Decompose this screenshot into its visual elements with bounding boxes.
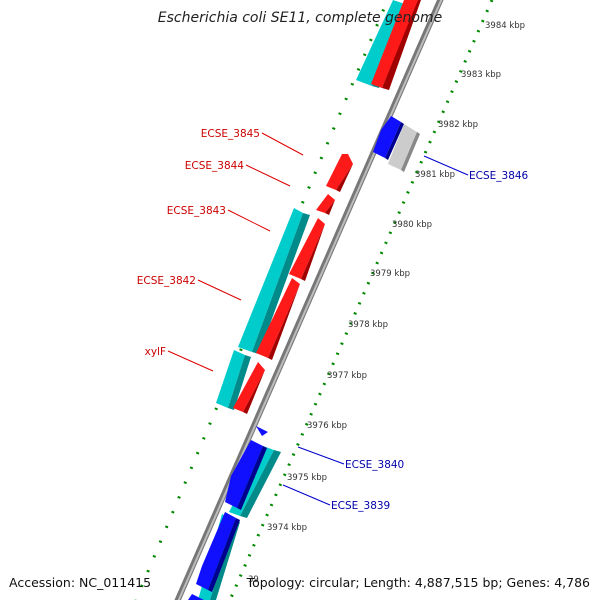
gene-label-ecse-3844: ECSE_3844 <box>185 160 245 172</box>
reverse-cds-edge <box>237 446 267 510</box>
reverse-cds-edge <box>208 518 240 592</box>
reverse-cds <box>225 440 263 508</box>
tick-label-3974: 3974 kbp <box>267 523 307 533</box>
map-title: Escherichia coli SE11, complete genome <box>157 10 443 26</box>
gene-label-ecse-3839: ECSE_3839 <box>331 500 390 512</box>
tick-label-3976: 3976 kbp <box>307 421 347 431</box>
gene-label-ecse-3843: ECSE_3843 <box>167 205 226 217</box>
cog-block <box>238 208 303 352</box>
kbp-tick-labels: 3984 kbp 3983 kbp 3982 kbp 3981 kbp 3980… <box>248 21 525 585</box>
tick-label-3984: 3984 kbp <box>485 21 525 31</box>
forward-cds-edge <box>301 224 325 281</box>
reverse-cds-edge <box>385 122 404 160</box>
forward-cds-edge <box>268 284 300 360</box>
forward-cds-edge <box>243 370 265 414</box>
reverse-cds <box>196 512 236 590</box>
forward-cds <box>256 278 300 358</box>
forward-cds-edge <box>382 0 421 90</box>
forward-cds <box>326 154 353 190</box>
forward-cds-edge <box>325 200 335 215</box>
tick-label-3978: 3978 kbp <box>348 320 388 330</box>
forward-cds <box>316 194 335 213</box>
gene-label-ecse-3846: ECSE_3846 <box>469 170 529 182</box>
tick-label-3977: 3977 kbp <box>327 371 367 381</box>
gene-label-ecse-3842: ECSE_3842 <box>137 275 196 287</box>
gene-label-ecse-3840: ECSE_3840 <box>345 459 404 471</box>
reverse-cds-track <box>188 116 420 600</box>
accession-text: Accession: NC_011415 <box>9 575 152 590</box>
reverse-cds-small <box>256 426 268 436</box>
gene-label-ecse-3845: ECSE_3845 <box>201 128 260 140</box>
tick-label-3981: 3981 kbp <box>415 170 455 180</box>
tick-label-3975: 3975 kbp <box>287 473 327 483</box>
backbone <box>174 0 444 600</box>
cog-block-edge <box>210 520 240 600</box>
gene-labels: ECSE_3845 ECSE_3844 ECSE_3843 ECSE_3842 … <box>137 128 529 512</box>
tick-label-3983: 3983 kbp <box>461 70 501 80</box>
forward-cds <box>233 362 265 412</box>
forward-cds <box>371 0 418 88</box>
cog-block-edge <box>228 355 251 410</box>
gene-label-xylf: xylF <box>145 346 166 358</box>
cog-block-edge <box>240 450 281 518</box>
cog-block-edge <box>252 213 310 354</box>
tick-label-3980: 3980 kbp <box>392 220 432 230</box>
cog-block <box>216 350 245 408</box>
tick-label-partial: 39 <box>248 575 259 585</box>
reverse-cds-partial <box>188 594 204 600</box>
forward-cds-edge <box>336 164 353 192</box>
tick-label-3982: 3982 kbp <box>438 120 478 130</box>
tick-label-3979: 3979 kbp <box>370 269 410 279</box>
unassigned-cds <box>388 124 417 170</box>
unassigned-cds-edge <box>401 132 420 172</box>
label-leaders <box>167 132 469 506</box>
forward-cds <box>289 218 325 279</box>
reverse-cds <box>373 116 401 158</box>
forward-cds-track <box>233 0 421 414</box>
genome-summary: Topology: circular; Length: 4,887,515 bp… <box>246 575 590 590</box>
